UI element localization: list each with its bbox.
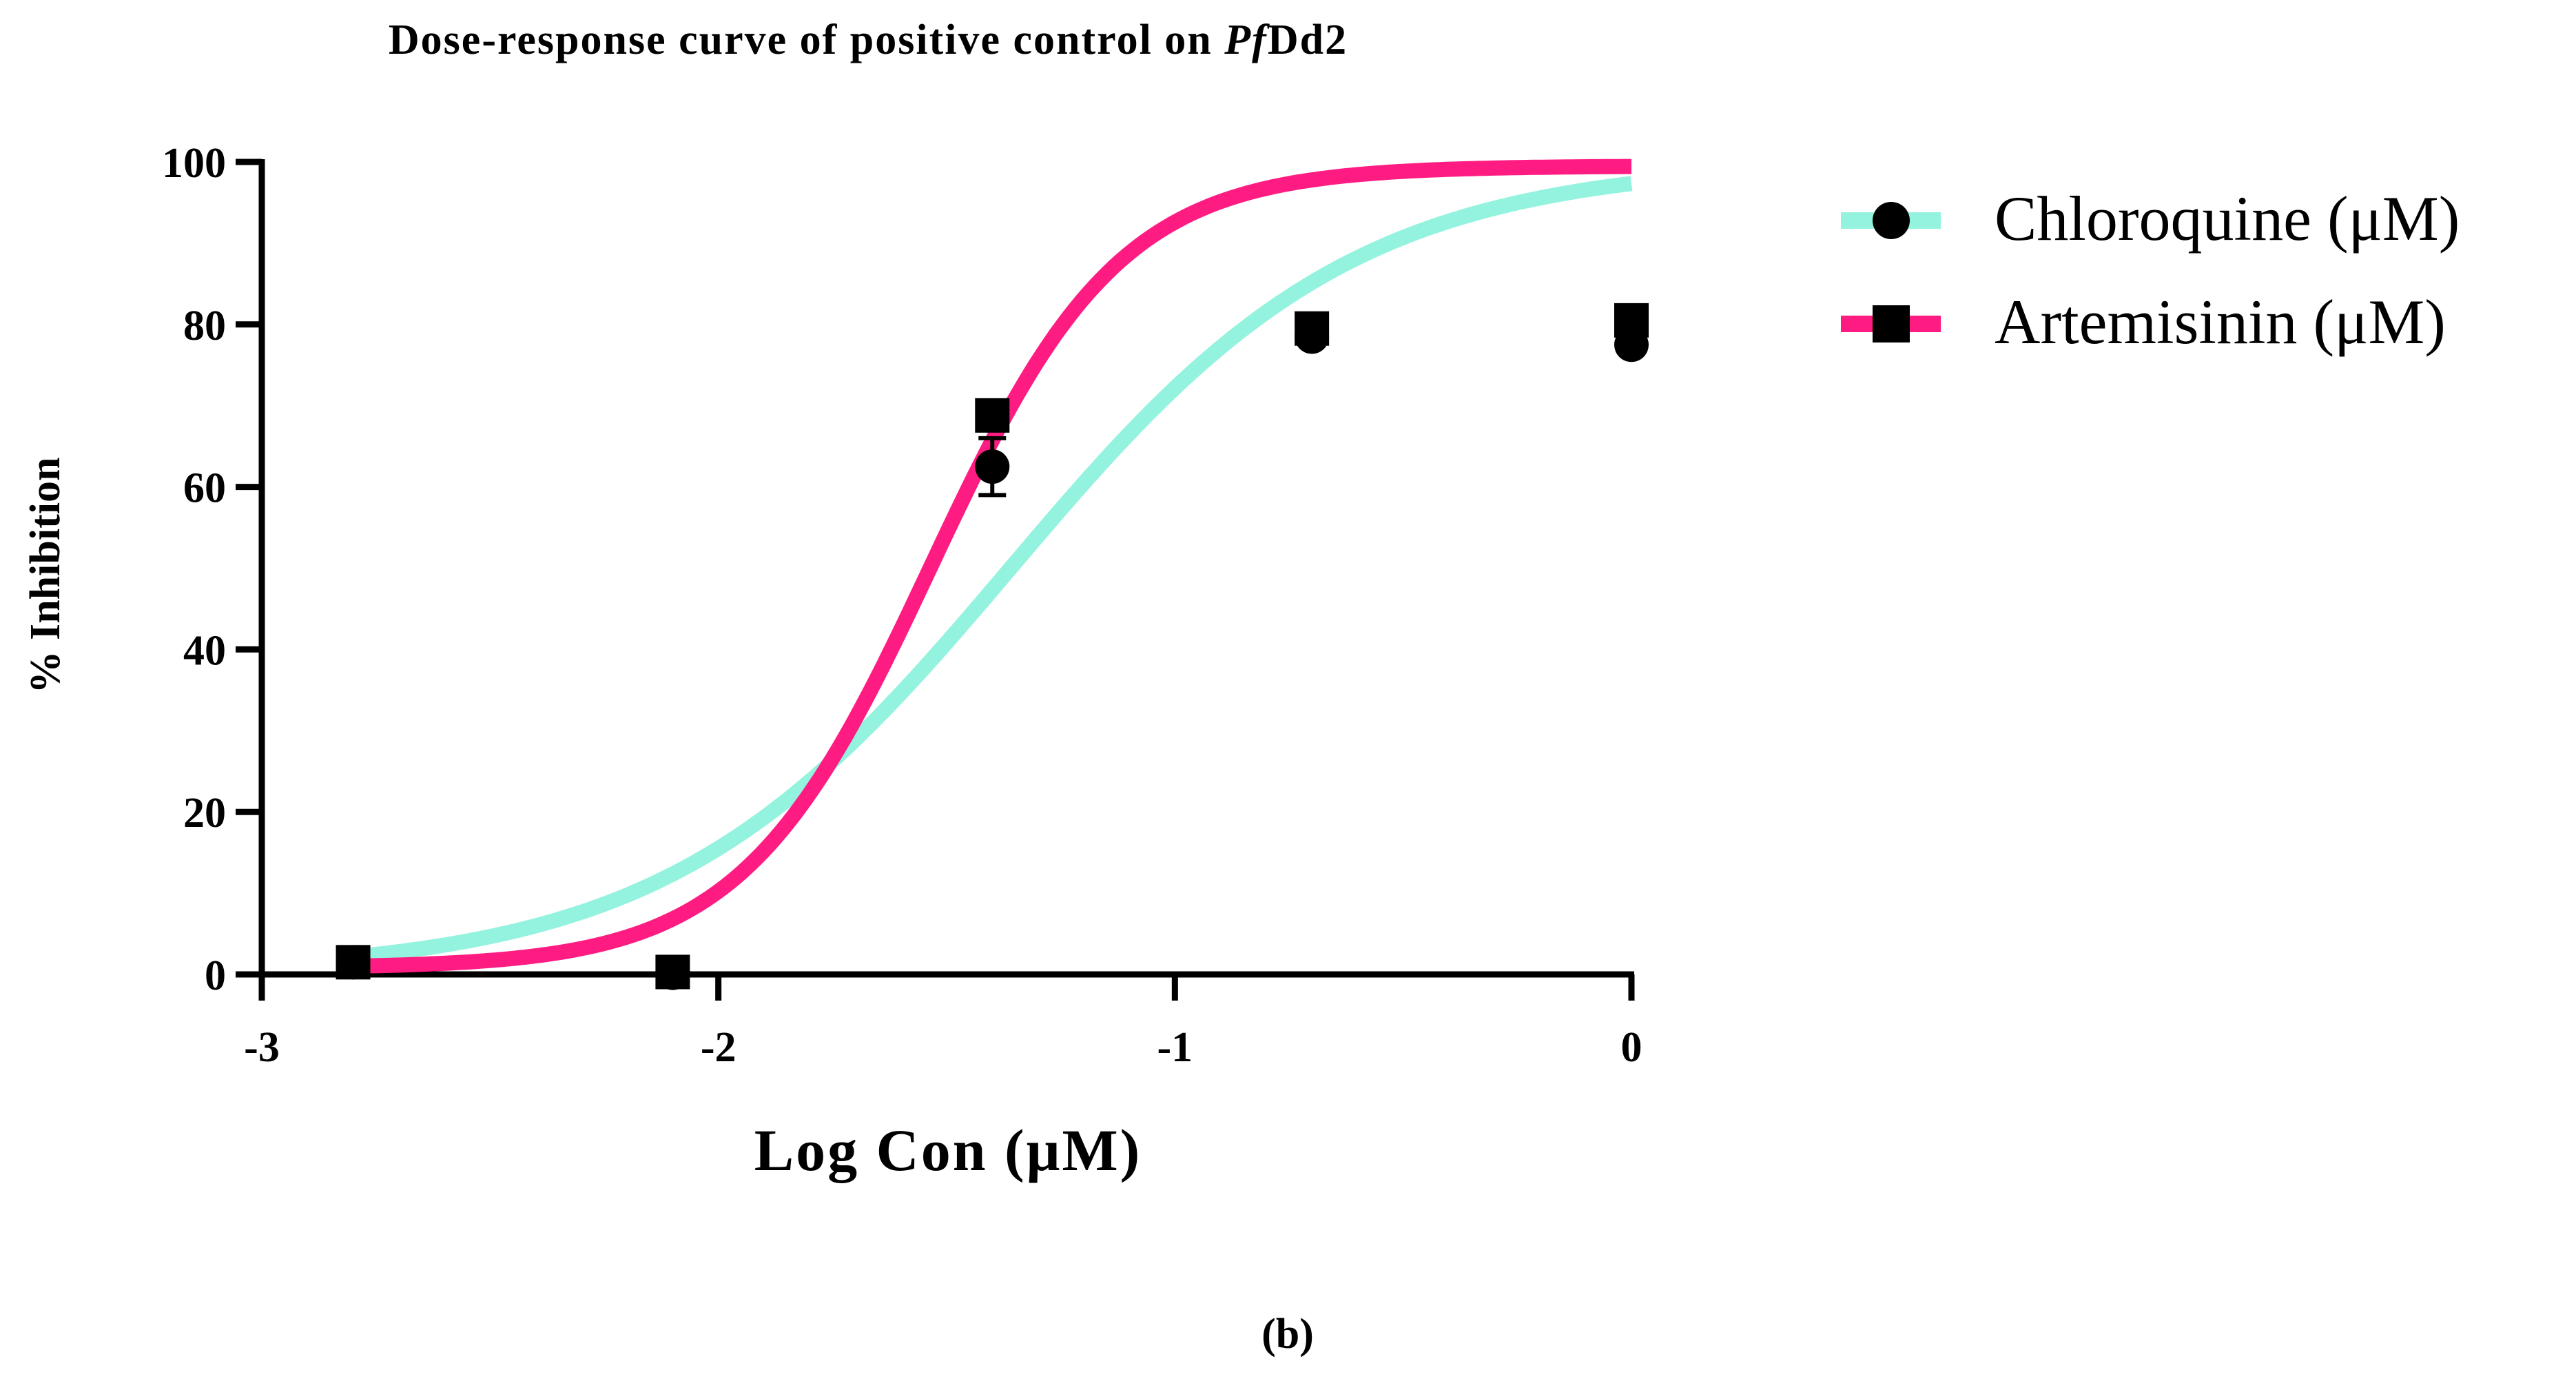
legend-label: Chloroquine (μM) — [1995, 183, 2460, 254]
y-tick-label: 0 — [205, 952, 226, 999]
artemisinin-fit-curve — [353, 158, 1631, 974]
artemisinin-point — [975, 398, 1010, 433]
legend-marker-square — [1873, 305, 1910, 342]
fit-curves — [352, 158, 1633, 974]
artemisinin-point — [655, 954, 690, 990]
artemisinin-point — [336, 945, 371, 980]
x-tick-label: -2 — [701, 1024, 736, 1071]
y-tick-label: 40 — [183, 627, 226, 674]
chart-title-italic: Pf — [1224, 17, 1270, 63]
panel-label: (b) — [1261, 1311, 1314, 1358]
chart-title: Dose-response curve of positive control … — [389, 17, 1348, 63]
chloroquine-point — [975, 449, 1010, 484]
y-tick-label: 100 — [162, 140, 226, 187]
x-tick-label: 0 — [1621, 1024, 1642, 1071]
y-tick-label: 80 — [183, 303, 226, 349]
y-axis-label: % Inhibition — [22, 458, 69, 694]
data-points — [336, 303, 1649, 990]
legend: Chloroquine (μM) Artemisinin (μM) — [1841, 183, 2460, 357]
artemisinin-point — [1295, 311, 1330, 346]
x-tick-label: -1 — [1157, 1024, 1193, 1071]
legend-marker-circle — [1873, 202, 1910, 239]
y-tick-label: 60 — [183, 465, 226, 512]
legend-label: Artemisinin (μM) — [1995, 287, 2446, 357]
x-tick-label: -3 — [244, 1024, 280, 1071]
chart-title-suffix: Dd2 — [1268, 17, 1348, 63]
y-tick-label: 20 — [183, 790, 226, 837]
axes: 0 20 40 60 80 100 -3 -2 -1 0 — [162, 140, 1642, 1071]
chloroquine-fit-curve — [352, 176, 1633, 965]
artemisinin-point — [1614, 303, 1649, 338]
x-axis-label: Log Con (μM) — [754, 1117, 1142, 1183]
chart-title-prefix: Dose-response curve of positive control … — [389, 17, 1224, 63]
